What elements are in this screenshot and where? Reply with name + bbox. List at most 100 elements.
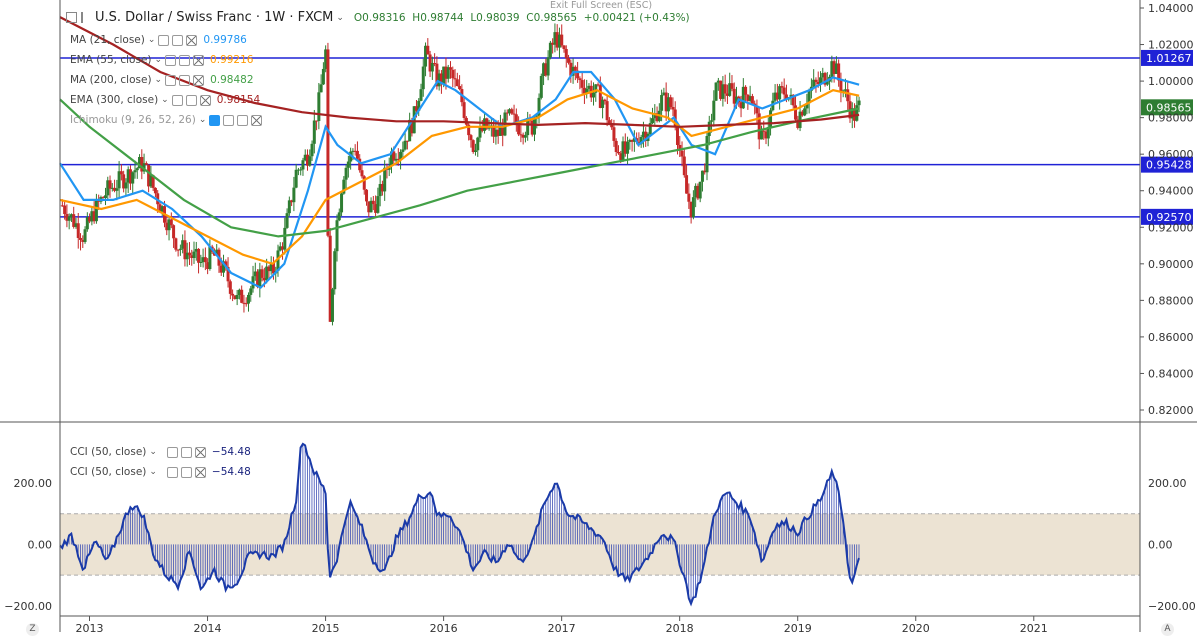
cci-pane[interactable] — [59, 442, 1140, 607]
visibility-icon[interactable] — [209, 114, 221, 126]
auto-scale-control[interactable]: A — [1161, 623, 1174, 636]
settings-icon[interactable] — [179, 74, 191, 86]
settings-icon[interactable] — [185, 94, 197, 106]
cci-y-tick-label-right: 200.00 — [1148, 477, 1187, 490]
visibility-icon[interactable] — [166, 466, 178, 478]
chart-title[interactable]: U.S. Dollar / Swiss Franc · 1W · FXCM — [95, 10, 334, 25]
level-price-tag — [1141, 49, 1193, 66]
candle-body — [76, 223, 80, 238]
settings-icon[interactable] — [180, 466, 192, 478]
candle-body — [353, 150, 357, 152]
candle-body — [562, 45, 566, 50]
chevron-down-icon[interactable]: ⌄ — [336, 12, 344, 23]
visibility-icon[interactable] — [158, 34, 170, 46]
y-tick-label: 0.94000 — [1148, 185, 1194, 198]
candle-body — [290, 200, 294, 203]
remove-icon[interactable] — [199, 94, 211, 106]
x-tick-label: 2018 — [666, 622, 694, 635]
source-code-icon[interactable] — [237, 114, 249, 126]
candle-body — [603, 99, 607, 102]
candle-body — [578, 78, 582, 81]
candle-body — [539, 75, 543, 98]
last-price-tag — [1141, 99, 1193, 116]
candle-body — [714, 82, 718, 101]
settings-icon[interactable] — [180, 446, 192, 458]
candle-body — [151, 175, 155, 188]
candle-body — [521, 134, 525, 138]
chevron-down-icon[interactable]: ⌄ — [154, 55, 163, 65]
settings-icon[interactable] — [223, 114, 235, 126]
candle-body — [707, 121, 711, 137]
cci-legend-row[interactable]: CCI (50, close) ⌄ −54.48 — [70, 442, 251, 462]
candle-body — [405, 140, 409, 142]
candle-body — [169, 219, 173, 226]
level-price-label: 1.01267 — [1146, 52, 1192, 65]
candle-body — [72, 214, 76, 227]
cci-legend-row[interactable]: CCI (50, close) ⌄ −54.48 — [70, 462, 251, 482]
candle-body — [344, 167, 348, 180]
candle-body — [610, 124, 614, 128]
candle-body — [124, 182, 128, 189]
candle-body — [719, 80, 723, 99]
remove-icon[interactable] — [251, 114, 263, 126]
candle-body — [614, 140, 618, 152]
candle-body — [153, 187, 157, 194]
candle-body — [664, 92, 668, 112]
zoom-out-control[interactable]: Z — [26, 623, 39, 636]
candle-body — [317, 92, 321, 121]
candle-body — [680, 150, 684, 157]
chevron-down-icon[interactable]: ⌄ — [149, 447, 157, 457]
candle-body — [850, 108, 854, 119]
exit-fullscreen-hint[interactable]: Exit Full Screen (ESC) — [550, 0, 653, 11]
candle-body — [369, 200, 373, 213]
indicator-ma200[interactable]: MA (200, close) ⌄ 0.98482 — [70, 70, 262, 90]
candle-body — [825, 81, 829, 85]
y-tick-label: 0.92000 — [1148, 221, 1194, 234]
candle-body — [426, 45, 430, 55]
remove-icon[interactable] — [194, 466, 206, 478]
remove-icon[interactable] — [194, 446, 206, 458]
candle-body — [619, 153, 623, 161]
candle-body — [267, 266, 271, 272]
indicator-ema55[interactable]: EMA (55, close) ⌄ 0.99216 — [70, 50, 262, 70]
candle-body — [138, 157, 142, 169]
settings-icon[interactable] — [172, 34, 184, 46]
candle-body — [242, 302, 246, 304]
remove-icon[interactable] — [193, 54, 205, 66]
chevron-down-icon[interactable]: ⌄ — [161, 95, 169, 105]
remove-icon[interactable] — [186, 34, 198, 46]
candle-body — [410, 119, 414, 134]
candle-body — [81, 239, 85, 242]
candle-body — [735, 96, 739, 104]
chevron-down-icon[interactable]: ⌄ — [198, 115, 207, 125]
price-chart-pane[interactable]: 1.01267 0.95428 0.92570 0.98565 — [59, 16, 1193, 326]
candle-body — [231, 293, 235, 296]
settings-icon[interactable] — [179, 54, 191, 66]
candle-body — [63, 205, 67, 215]
visibility-icon[interactable] — [166, 446, 178, 458]
candle-body — [437, 73, 441, 87]
remove-icon[interactable] — [193, 74, 205, 86]
chevron-down-icon[interactable]: ⌄ — [149, 467, 157, 477]
candle-body — [421, 66, 425, 90]
collapse-icon[interactable] — [66, 12, 77, 23]
candle-body — [233, 295, 237, 300]
visibility-icon[interactable] — [165, 54, 177, 66]
candle-body — [682, 156, 686, 176]
candle-body — [648, 123, 652, 134]
y-tick-label: 1.00000 — [1148, 75, 1194, 88]
candle-body — [644, 131, 648, 142]
candle-body — [156, 193, 160, 205]
indicator-ma21[interactable]: MA (21, close) ⌄ 0.99786 — [70, 30, 262, 50]
visibility-icon[interactable] — [171, 94, 183, 106]
candle-body — [374, 204, 378, 213]
indicator-ema300[interactable]: EMA (300, close) ⌄ 0.98154 — [70, 90, 262, 110]
indicator-ichimoku[interactable]: Ichimoku (9, 26, 52, 26) ⌄ — [70, 110, 263, 130]
chevron-down-icon[interactable]: ⌄ — [154, 75, 163, 85]
visibility-icon[interactable] — [165, 74, 177, 86]
moving-average-line — [59, 70, 860, 289]
candle-body — [725, 93, 729, 96]
chevron-down-icon[interactable]: ⌄ — [147, 35, 156, 45]
candle-body — [244, 303, 248, 305]
